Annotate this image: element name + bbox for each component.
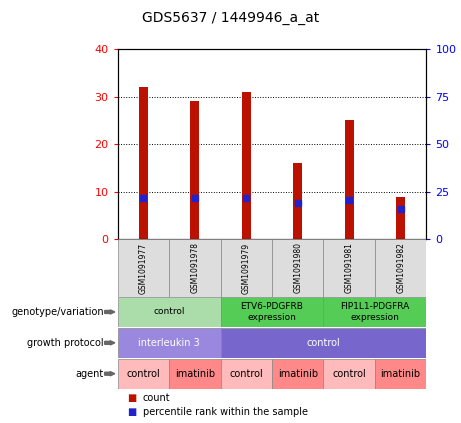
Bar [396,197,405,239]
Bar [220,239,272,297]
Bar [220,359,272,389]
Text: GDS5637 / 1449946_a_at: GDS5637 / 1449946_a_at [142,11,319,25]
Text: control: control [307,338,340,348]
Text: control: control [230,369,263,379]
Bar [139,87,148,239]
Text: growth protocol: growth protocol [27,338,104,348]
Text: imatinib: imatinib [381,369,421,379]
Bar [293,163,302,239]
Text: percentile rank within the sample: percentile rank within the sample [143,407,308,417]
Point [191,195,198,202]
Bar [169,239,220,297]
Bar [220,297,324,327]
Text: control: control [126,369,160,379]
Text: count: count [143,393,171,403]
Text: genotype/variation: genotype/variation [11,307,104,317]
Text: GSM1091980: GSM1091980 [293,242,302,294]
Text: imatinib: imatinib [278,369,318,379]
Text: control: control [332,369,366,379]
Text: imatinib: imatinib [175,369,215,379]
Bar [324,359,375,389]
Bar [375,239,426,297]
Bar [118,359,169,389]
Bar [190,102,200,239]
Bar [324,239,375,297]
Point [140,194,147,201]
Text: ETV6-PDGFRB
expression: ETV6-PDGFRB expression [241,302,303,321]
Bar [220,328,426,358]
Bar [344,121,354,239]
Text: interleukin 3: interleukin 3 [138,338,200,348]
Bar [118,297,220,327]
Point [242,195,250,202]
Text: control: control [154,308,185,316]
Point [346,197,353,204]
Bar [272,359,324,389]
Point [294,200,301,207]
Text: ■: ■ [127,407,136,417]
Text: FIP1L1-PDGFRA
expression: FIP1L1-PDGFRA expression [340,302,409,321]
Bar [118,239,169,297]
Text: GSM1091981: GSM1091981 [345,242,354,294]
Bar [272,239,324,297]
Text: agent: agent [76,369,104,379]
Bar [169,359,220,389]
Bar [242,92,251,239]
Text: GSM1091982: GSM1091982 [396,242,405,294]
Text: ■: ■ [127,393,136,403]
Point [397,206,404,212]
Text: GSM1091979: GSM1091979 [242,242,251,294]
Text: GSM1091978: GSM1091978 [190,242,199,294]
Text: GSM1091977: GSM1091977 [139,242,148,294]
Bar [375,359,426,389]
Bar [324,297,426,327]
Bar [118,328,220,358]
